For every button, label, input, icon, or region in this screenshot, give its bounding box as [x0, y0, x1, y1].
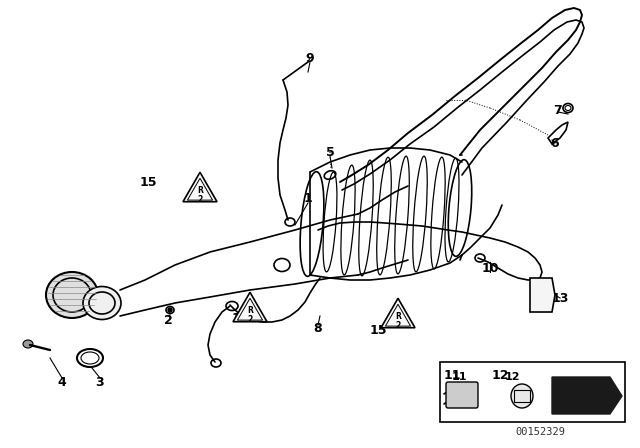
Ellipse shape — [511, 384, 533, 408]
Ellipse shape — [46, 272, 98, 318]
Polygon shape — [183, 172, 217, 202]
Polygon shape — [552, 377, 622, 414]
Text: 10: 10 — [481, 262, 499, 275]
Circle shape — [168, 308, 172, 312]
Text: 9: 9 — [306, 52, 314, 65]
Polygon shape — [233, 292, 267, 322]
Bar — [514, 390, 530, 402]
Text: 15: 15 — [369, 323, 387, 336]
Text: 12: 12 — [492, 369, 509, 382]
FancyBboxPatch shape — [446, 382, 478, 408]
Text: 7: 7 — [554, 103, 563, 116]
Text: R
2: R 2 — [395, 312, 401, 330]
Text: 8: 8 — [314, 322, 323, 335]
Text: 15: 15 — [140, 176, 157, 189]
Text: 14: 14 — [231, 311, 249, 324]
Ellipse shape — [23, 340, 33, 348]
Bar — [440, 362, 625, 422]
Text: 5: 5 — [326, 146, 334, 159]
Ellipse shape — [83, 287, 121, 319]
Text: 4: 4 — [58, 375, 67, 388]
Text: 11: 11 — [452, 372, 467, 382]
Text: R
2: R 2 — [247, 306, 253, 323]
Polygon shape — [381, 298, 415, 328]
Polygon shape — [530, 278, 555, 312]
Text: R
2: R 2 — [197, 186, 203, 204]
Text: 3: 3 — [96, 375, 104, 388]
Text: 11: 11 — [444, 369, 461, 382]
Text: 13: 13 — [551, 292, 569, 305]
Text: 6: 6 — [550, 137, 559, 150]
Text: 12: 12 — [505, 372, 520, 382]
Text: 2: 2 — [164, 314, 172, 327]
Text: 1: 1 — [303, 191, 312, 204]
Text: 00152329: 00152329 — [515, 427, 565, 437]
